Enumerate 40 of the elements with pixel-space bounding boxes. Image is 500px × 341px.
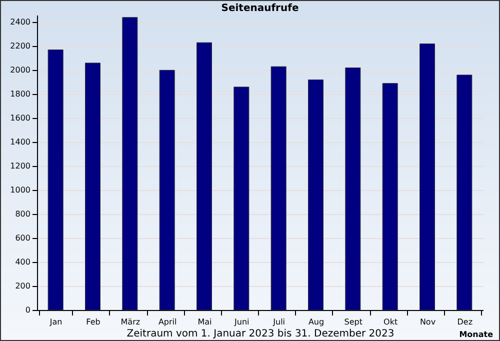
bar <box>456 74 472 310</box>
x-tick-label: Mai <box>198 318 212 326</box>
y-tick-label: 1600 <box>10 114 30 123</box>
bar <box>159 70 175 310</box>
y-tick-label: 0 <box>25 306 30 314</box>
y-tick-label: 1200 <box>10 162 30 171</box>
bar <box>196 42 212 310</box>
bar <box>234 86 250 310</box>
x-axis-title: Zeitraum vom 1. Januar 2023 bis 31. Dezember 2023 <box>126 328 394 340</box>
chart-title: Seitenaufrufe <box>221 3 299 14</box>
x-tick-label: Nov <box>420 318 436 326</box>
x-tick-label: Juni <box>234 318 250 326</box>
y-tick-label: 600 <box>15 234 30 243</box>
bar <box>48 50 64 310</box>
y-tick-label: 200 <box>15 282 30 291</box>
bar <box>270 66 286 310</box>
y-tick-label: 800 <box>15 210 30 219</box>
x-tick-label: März <box>120 318 140 326</box>
bar <box>382 83 398 310</box>
y-tick-label: 2000 <box>10 66 30 75</box>
y-tick-label: 1800 <box>10 90 30 99</box>
bar <box>122 17 138 310</box>
y-tick-label: 400 <box>15 258 30 267</box>
y-tick-label: 1400 <box>10 138 30 147</box>
x-tick-label: Aug <box>308 318 324 326</box>
text: Monate <box>459 330 493 339</box>
bar <box>345 68 361 310</box>
x-tick-label: Feb <box>86 318 100 326</box>
y-tick-label: 2400 <box>10 18 30 27</box>
bar <box>85 62 100 310</box>
bar <box>308 80 324 310</box>
x-tick-label: Okt <box>384 318 398 326</box>
x-tick-label: Jan <box>48 318 62 326</box>
y-tick-label: 1000 <box>10 186 30 195</box>
x-tick-label: Juli <box>272 318 286 326</box>
x-tick-label: Sept <box>344 318 363 326</box>
x-tick-label: Dez <box>457 318 473 326</box>
x-tick-label: April <box>158 318 177 326</box>
bar <box>420 44 435 310</box>
y-tick-label: 2200 <box>10 42 30 51</box>
